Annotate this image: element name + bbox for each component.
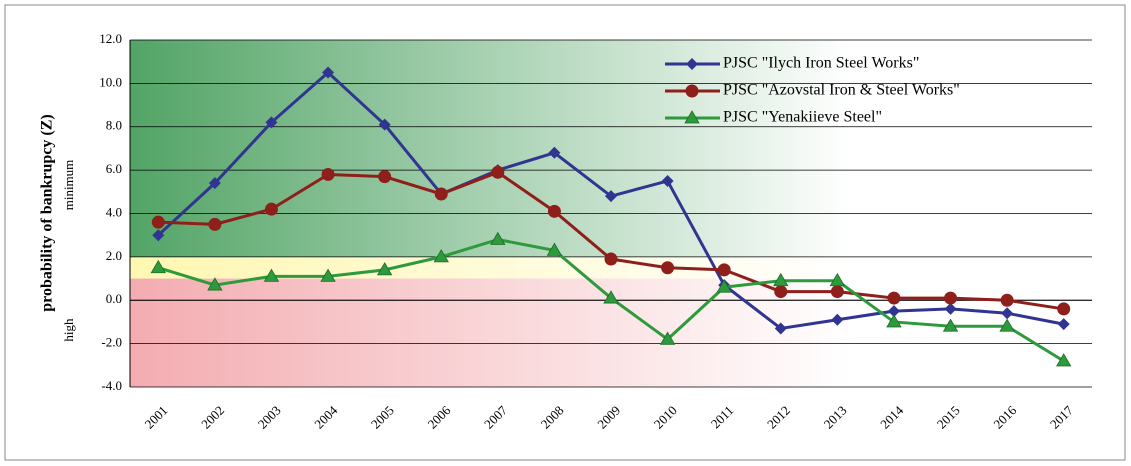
legend-marker — [686, 58, 698, 70]
marker — [831, 313, 844, 326]
marker — [208, 177, 221, 190]
legend-marker — [685, 84, 699, 98]
marker — [547, 204, 561, 218]
y-tick-label: 12.0 — [99, 31, 122, 46]
marker — [829, 272, 846, 287]
marker — [1000, 293, 1014, 307]
marker — [716, 279, 732, 293]
marker — [263, 268, 280, 282]
marker — [999, 318, 1015, 332]
marker — [887, 291, 901, 305]
marker — [659, 331, 676, 345]
legend-label: PJSC "Yenakiieve Steel" — [723, 109, 882, 126]
y-tick-label: 0.0 — [106, 291, 122, 306]
marker — [321, 167, 335, 181]
marker — [1056, 353, 1072, 367]
marker — [1057, 302, 1071, 316]
marker — [152, 229, 165, 242]
marker — [376, 262, 393, 276]
y-tick-label: 2.0 — [106, 248, 122, 263]
marker — [491, 165, 505, 179]
marker — [717, 263, 731, 277]
marker — [830, 285, 844, 299]
marker — [546, 242, 563, 256]
y-tick-label: -2.0 — [101, 335, 122, 350]
annotation: high — [61, 318, 76, 342]
annotation: minimum — [61, 160, 76, 211]
marker — [378, 118, 391, 131]
marker — [944, 291, 958, 305]
marker — [207, 277, 223, 291]
zone — [130, 256, 1092, 279]
marker — [604, 252, 618, 266]
y-tick-label: 4.0 — [106, 204, 122, 219]
marker — [1001, 307, 1014, 320]
marker — [774, 322, 787, 335]
marker — [378, 170, 392, 184]
y-axis-label: probability of bankrupcy (Z) — [39, 114, 56, 312]
marker — [434, 187, 448, 201]
marker — [265, 116, 278, 129]
marker — [603, 290, 619, 304]
zone — [130, 40, 1092, 257]
marker — [433, 249, 449, 263]
legend-label: PJSC "Ilych Iron Steel Works" — [723, 55, 919, 72]
y-tick-label: -4.0 — [101, 378, 122, 393]
legend-label: PJSC "Azovstal Iron & Steel Works" — [723, 82, 960, 99]
marker — [661, 174, 674, 187]
y-tick-label: 8.0 — [106, 118, 122, 133]
y-tick-label: 10.0 — [99, 74, 122, 89]
marker — [150, 259, 166, 274]
marker — [320, 268, 336, 282]
marker — [548, 146, 561, 159]
marker — [942, 318, 959, 332]
marker — [151, 215, 165, 229]
marker — [944, 302, 957, 315]
legend-marker — [684, 110, 700, 124]
marker — [887, 305, 900, 318]
marker — [1057, 318, 1070, 331]
marker — [661, 261, 675, 275]
marker — [886, 314, 902, 328]
marker — [774, 285, 788, 299]
marker — [208, 217, 222, 231]
marker — [264, 202, 278, 216]
marker — [605, 190, 617, 203]
marker — [773, 272, 789, 287]
marker — [322, 66, 335, 79]
marker — [490, 231, 506, 245]
y-tick-label: 6.0 — [106, 161, 122, 176]
